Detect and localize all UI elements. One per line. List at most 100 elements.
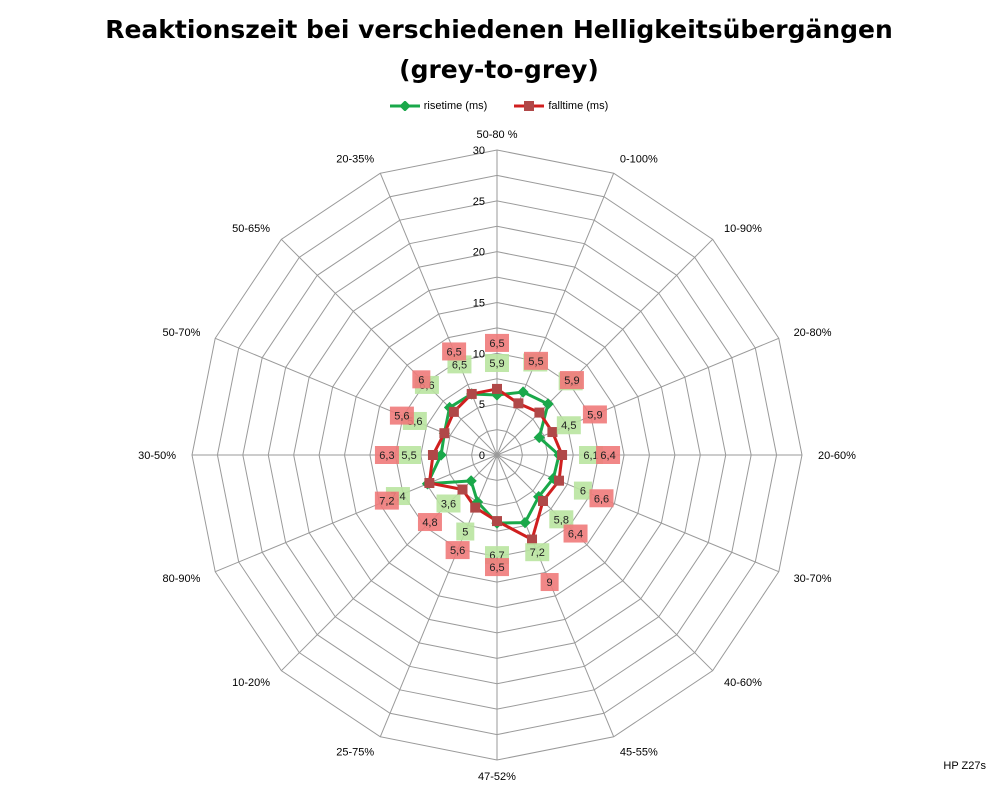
axis-tick-label: 10 <box>473 348 485 360</box>
falltime-data-label: 6,5 <box>489 338 504 350</box>
falltime-point <box>557 450 568 460</box>
grid-spoke <box>215 454 498 573</box>
risetime-point <box>533 431 545 444</box>
risetime-label-bg <box>485 354 509 373</box>
falltime-point <box>513 398 524 409</box>
falltime-label-bg <box>559 371 584 390</box>
falltime-label-bg <box>485 333 509 352</box>
risetime-data-label: 5,5 <box>401 450 416 462</box>
falltime-point <box>538 496 549 507</box>
risetime-label-bg <box>549 510 574 529</box>
falltime-label-bg <box>374 446 399 464</box>
falltime-data-label: 6,5 <box>489 562 504 574</box>
falltime-label-bg <box>540 573 559 592</box>
risetime-label-bg <box>573 481 592 500</box>
legend-item-risetime: risetime (ms) <box>389 100 488 112</box>
risetime-point <box>435 449 447 461</box>
legend-item-falltime: falltime (ms) <box>514 100 608 112</box>
falltime-label-bg <box>563 524 588 543</box>
falltime-data-label: 5,6 <box>394 411 409 423</box>
falltime-point <box>457 484 468 495</box>
falltime-label-bg <box>589 489 614 508</box>
axis-tick-label: 15 <box>473 298 485 310</box>
falltime-point <box>439 428 450 439</box>
risetime-data-label: 5,8 <box>554 514 569 526</box>
risetime-data-label: 3,6 <box>441 499 456 511</box>
grid-spoke <box>215 337 498 456</box>
grid-spoke <box>496 454 714 672</box>
axis-tick-label: 0 <box>479 450 485 462</box>
falltime-data-label: 5,6 <box>450 545 465 557</box>
falltime-label-bg <box>417 513 442 532</box>
falltime-data-label: 6,3 <box>379 450 394 462</box>
risetime-data-label: 7,2 <box>530 547 545 559</box>
risetime-label-bg <box>525 543 550 562</box>
grid-spoke <box>280 238 498 456</box>
falltime-label-bg <box>524 351 549 370</box>
risetime-point <box>519 516 531 529</box>
risetime-point <box>517 386 529 398</box>
category-label: 45-55% <box>620 747 658 759</box>
falltime-data-label: 6,4 <box>600 450 615 462</box>
grid-spoke <box>496 337 779 456</box>
axis-tick-label: 20 <box>473 247 485 259</box>
risetime-label-bg <box>556 416 581 435</box>
falltime-point <box>427 450 438 460</box>
category-label: 30-50% <box>138 450 176 462</box>
falltime-point <box>470 502 481 513</box>
risetime-data-label: 5,9 <box>489 358 504 370</box>
category-label: 47-52% <box>478 771 516 783</box>
risetime-data-label: 4,5 <box>561 420 576 432</box>
grid-spoke <box>379 173 498 456</box>
risetime-data-label: 6 <box>580 486 586 498</box>
axis-tick-label: 5 <box>479 399 485 411</box>
watermark-text: HP Z27s <box>943 760 986 772</box>
falltime-point <box>527 534 538 545</box>
risetime-point <box>465 475 477 487</box>
axis-tick-label: 30 <box>473 145 485 157</box>
falltime-point <box>466 388 477 399</box>
grid-spoke <box>496 238 714 456</box>
falltime-data-label: 5,9 <box>587 409 602 421</box>
legend: risetime (ms) falltime (ms) <box>0 100 998 114</box>
category-label: 80-90% <box>163 573 201 585</box>
category-label: 50-70% <box>163 327 201 339</box>
legend-label-risetime: risetime (ms) <box>423 100 488 112</box>
falltime-data-label: 5,5 <box>528 356 543 368</box>
falltime-point <box>547 427 558 438</box>
falltime-data-label: 6 <box>418 374 424 386</box>
risetime-label-bg <box>456 522 475 541</box>
falltime-data-label: 6,5 <box>446 346 461 358</box>
falltime-label-bg <box>442 342 467 361</box>
category-label: 20-35% <box>336 153 374 165</box>
falltime-label-bg <box>389 406 414 425</box>
category-label: 10-90% <box>724 223 762 235</box>
legend-label-falltime: falltime (ms) <box>548 100 609 112</box>
category-label: 50-80 % <box>477 129 518 141</box>
falltime-point <box>553 475 564 486</box>
falltime-data-label: 9 <box>547 577 553 589</box>
risetime-data-label: 6,1 <box>583 450 598 462</box>
category-label: 40-60% <box>724 677 762 689</box>
falltime-data-label: 6,4 <box>568 529 583 541</box>
category-label: 10-20% <box>232 677 270 689</box>
falltime-label-bg <box>582 405 607 424</box>
category-label: 20-60% <box>818 450 856 462</box>
falltime-point <box>534 407 545 418</box>
chart-title-line-1: Reaktionszeit bei verschiedenen Helligke… <box>105 15 893 44</box>
falltime-data-label: 4,8 <box>422 517 437 529</box>
risetime-legend-marker-icon <box>389 101 420 111</box>
falltime-point <box>492 383 502 394</box>
falltime-label-bg <box>412 370 431 389</box>
category-label: 25-75% <box>336 747 374 759</box>
grid-spoke <box>496 454 779 573</box>
risetime-label-bg <box>397 446 422 464</box>
falltime-point <box>492 516 502 527</box>
falltime-label-bg <box>596 446 621 464</box>
falltime-point <box>424 478 435 489</box>
falltime-data-label: 7,2 <box>379 496 394 508</box>
falltime-point <box>448 406 459 417</box>
falltime-label-bg <box>374 491 399 510</box>
risetime-point <box>542 398 554 410</box>
